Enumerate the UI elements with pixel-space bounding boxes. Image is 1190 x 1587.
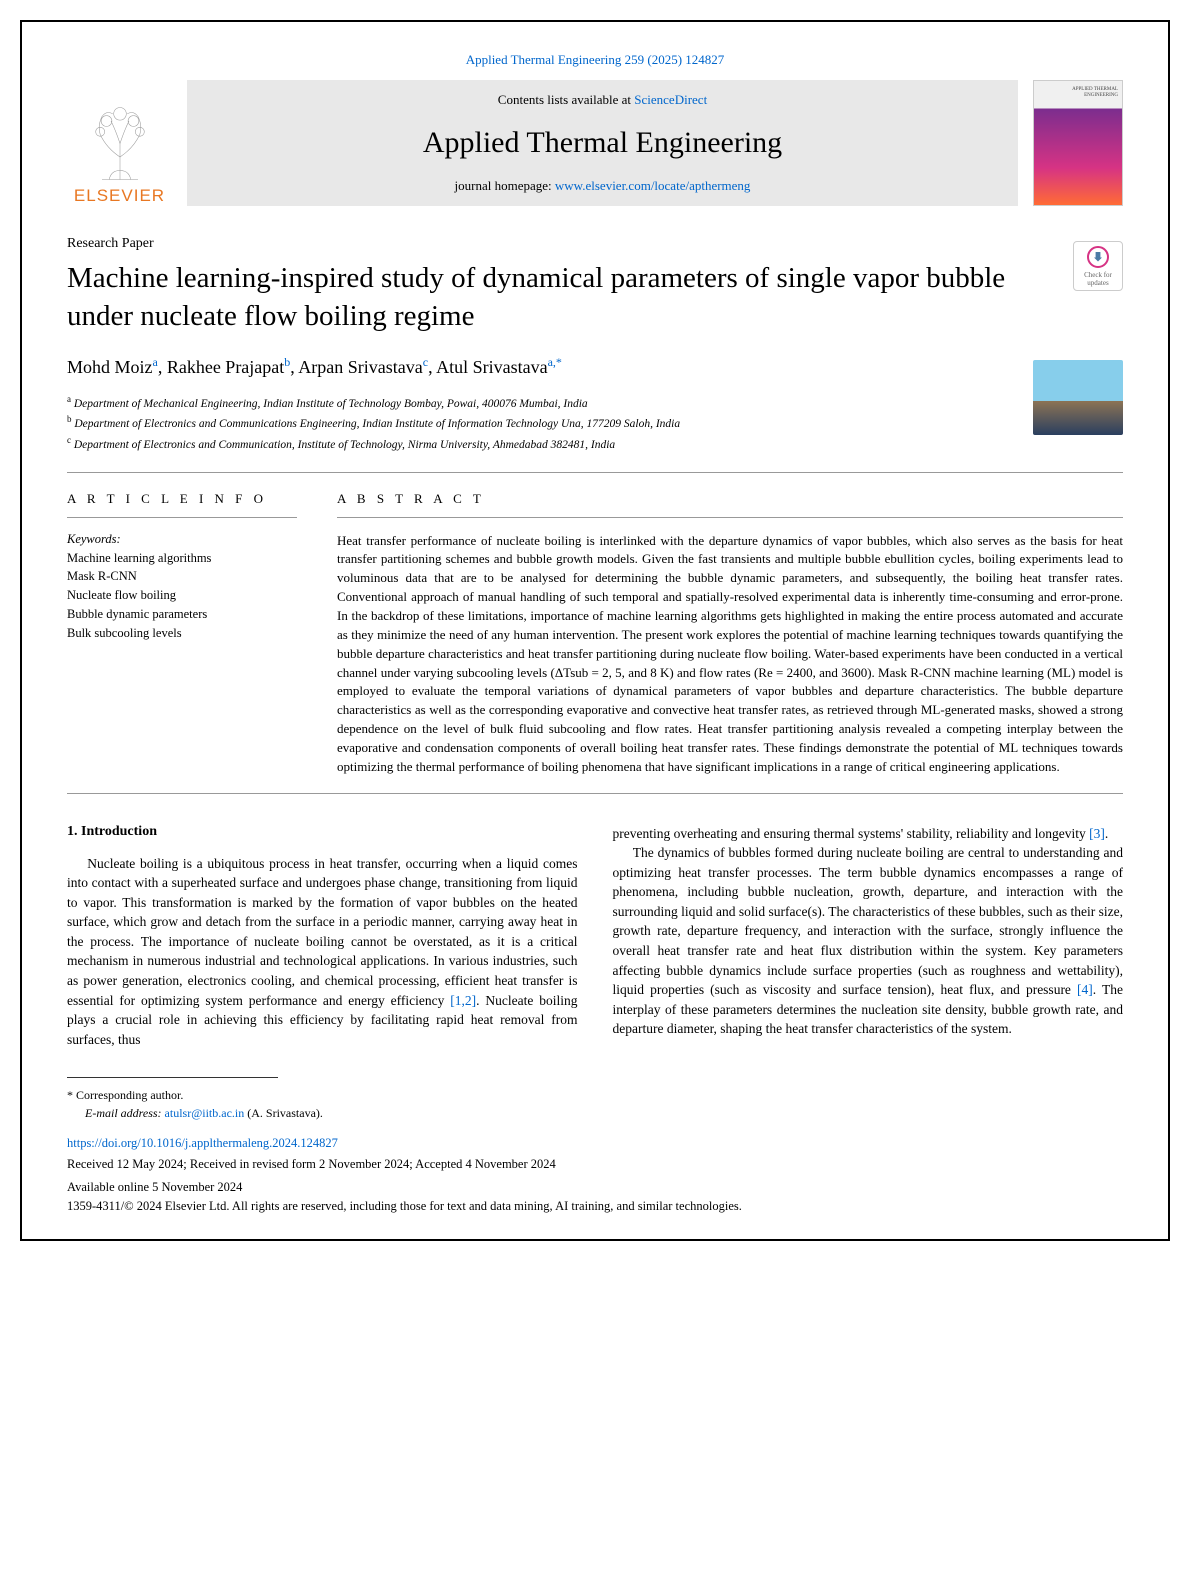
homepage-line: journal homepage: www.elsevier.com/locat… <box>207 178 998 194</box>
keyword: Nucleate flow boiling <box>67 586 297 605</box>
ref-link-12[interactable]: [1,2] <box>450 993 476 1008</box>
journal-box: Contents lists available at ScienceDirec… <box>187 80 1018 206</box>
info-abstract-row: A R T I C L E I N F O Keywords: Machine … <box>67 473 1123 793</box>
author-4: Atul Srivastava <box>436 357 547 377</box>
contents-line: Contents lists available at ScienceDirec… <box>207 92 998 108</box>
abstract-heading: A B S T R A C T <box>337 491 1123 518</box>
email-suffix: (A. Srivastava). <box>244 1106 323 1120</box>
contents-prefix: Contents lists available at <box>498 92 634 107</box>
paper-page: Applied Thermal Engineering 259 (2025) 1… <box>20 20 1170 1241</box>
elsevier-text: ELSEVIER <box>74 186 165 206</box>
doi-link[interactable]: https://doi.org/10.1016/j.applthermaleng… <box>67 1136 1123 1151</box>
left-column: 1. Introduction Nucleate boiling is a ub… <box>67 824 578 1050</box>
intro-para-1: Nucleate boiling is a ubiquitous process… <box>67 854 578 1050</box>
intro-para-2: preventing overheating and ensuring ther… <box>613 824 1124 1039</box>
homepage-prefix: journal homepage: <box>455 178 555 193</box>
homepage-link[interactable]: www.elsevier.com/locate/apthermeng <box>555 178 751 193</box>
body-columns: 1. Introduction Nucleate boiling is a ub… <box>67 824 1123 1050</box>
email-label: E-mail address: <box>85 1106 165 1120</box>
email-link[interactable]: atulsr@iitb.ac.in <box>165 1106 245 1120</box>
check-updates-text: Check for updates <box>1074 271 1122 287</box>
sciencedirect-link[interactable]: ScienceDirect <box>634 92 707 107</box>
rule <box>67 793 1123 794</box>
authors-line: Mohd Moiza, Rakhee Prajapatb, Arpan Sriv… <box>67 355 1123 378</box>
keyword: Mask R-CNN <box>67 567 297 586</box>
author-photo <box>1033 360 1123 435</box>
affiliation-c: c Department of Electronics and Communic… <box>67 434 1123 454</box>
right-column: preventing overheating and ensuring ther… <box>613 824 1124 1050</box>
author-2-sup[interactable]: b <box>284 355 290 369</box>
author-3: Arpan Srivastava <box>298 357 422 377</box>
keyword: Bubble dynamic parameters <box>67 605 297 624</box>
footer-separator <box>67 1077 278 1078</box>
elsevier-logo: ELSEVIER <box>67 80 172 206</box>
corresponding-label: * Corresponding author. <box>67 1086 1123 1104</box>
online-date: Available online 5 November 2024 <box>67 1178 1123 1197</box>
check-updates-icon <box>1087 246 1109 268</box>
article-info-heading: A R T I C L E I N F O <box>67 491 297 518</box>
article-info-col: A R T I C L E I N F O Keywords: Machine … <box>67 491 297 777</box>
author-4-sup[interactable]: a,* <box>548 355 562 369</box>
affiliation-a: a Department of Mechanical Engineering, … <box>67 393 1123 413</box>
affiliation-b: b Department of Electronics and Communic… <box>67 413 1123 433</box>
ref-link-4[interactable]: [4] <box>1077 982 1093 997</box>
journal-name: Applied Thermal Engineering <box>207 126 998 160</box>
paper-title: Machine learning-inspired study of dynam… <box>67 260 1123 335</box>
elsevier-tree-icon <box>72 91 167 186</box>
author-1-sup[interactable]: a <box>153 355 158 369</box>
keywords-list: Machine learning algorithms Mask R-CNN N… <box>67 549 297 643</box>
header-row: ELSEVIER Contents lists available at Sci… <box>67 80 1123 206</box>
paper-type: Research Paper <box>67 236 1123 252</box>
abstract-col: A B S T R A C T Heat transfer performanc… <box>337 491 1123 777</box>
corresponding-author: * Corresponding author. E-mail address: … <box>67 1086 1123 1122</box>
keyword: Machine learning algorithms <box>67 549 297 568</box>
ref-link-3[interactable]: [3] <box>1089 826 1105 841</box>
copyright-line: 1359-4311/© 2024 Elsevier Ltd. All right… <box>67 1199 1123 1214</box>
keywords-label: Keywords: <box>67 532 297 547</box>
author-3-sup[interactable]: c <box>423 355 428 369</box>
intro-heading: 1. Introduction <box>67 824 578 840</box>
author-1: Mohd Moiz <box>67 357 153 377</box>
affiliations: a Department of Mechanical Engineering, … <box>67 393 1123 453</box>
pub-dates: Received 12 May 2024; Received in revise… <box>67 1155 1123 1174</box>
citation-line: Applied Thermal Engineering 259 (2025) 1… <box>67 52 1123 68</box>
keyword: Bulk subcooling levels <box>67 624 297 643</box>
check-updates-badge[interactable]: Check for updates <box>1073 241 1123 291</box>
author-2: Rakhee Prajapat <box>167 357 284 377</box>
journal-cover-thumbnail <box>1033 80 1123 206</box>
abstract-text: Heat transfer performance of nucleate bo… <box>337 532 1123 777</box>
